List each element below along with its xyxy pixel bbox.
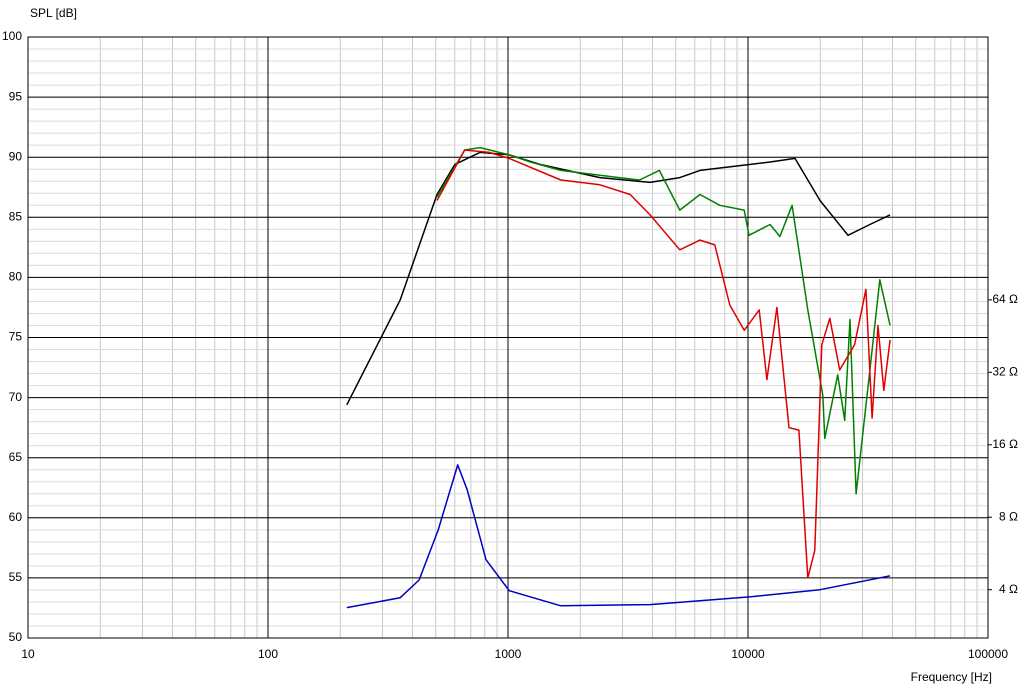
plot-frame [27,36,989,639]
x-tick-label: 10000 [731,647,765,661]
x-axis-label: Frequency [Hz] [911,670,992,684]
y2-tick-label: 4 Ω [999,582,1018,596]
y-tick-label: 100 [2,29,22,43]
y2-tick-label: 32 Ω [992,364,1018,378]
series-line [436,146,891,495]
y-tick-label: 80 [9,270,23,284]
y2-tick-label: 16 Ω [992,437,1018,451]
x-tick-label: 10 [21,647,35,661]
y2-tick-label: 64 Ω [992,292,1018,306]
y-tick-label: 60 [9,510,23,524]
y2-tick-label: 8 Ω [999,509,1018,523]
y-tick-label: 70 [9,390,23,404]
y-axis-label: SPL [dB] [30,6,77,20]
y-tick-label: 50 [9,630,23,644]
y-tick-label: 55 [9,570,23,584]
x-tick-label: 1000 [495,647,522,661]
y-tick-label: 95 [9,89,23,103]
x-tick-label: 100000 [968,647,1008,661]
y-tick-label: 85 [9,209,23,223]
series-line [436,149,891,579]
x-tick-label: 100 [258,647,278,661]
series-line [346,464,891,609]
y-tick-label: 75 [9,330,23,344]
y-tick-label: 90 [9,149,23,163]
y-tick-label: 65 [9,450,23,464]
